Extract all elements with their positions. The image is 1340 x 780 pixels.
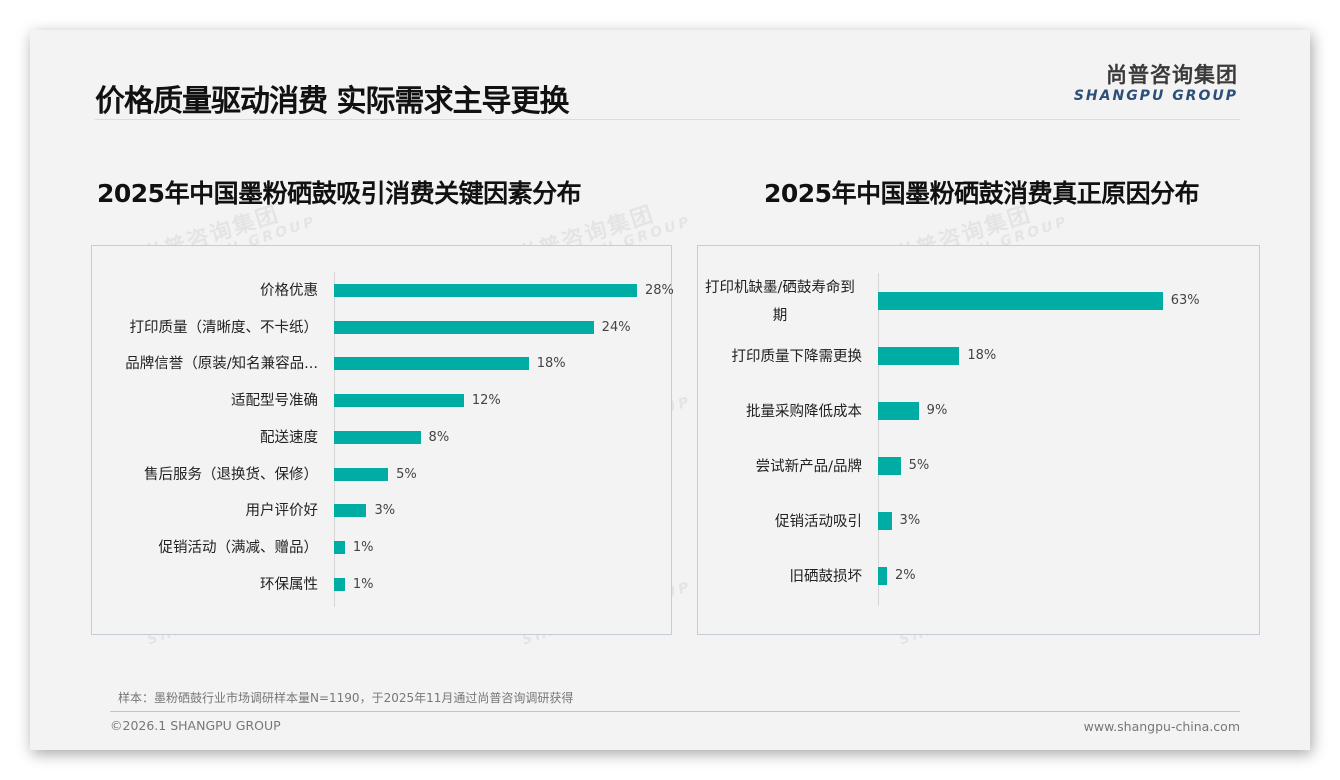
right-chart-axis [878,273,879,606]
chart-bar-row: 适配型号准确 12% [92,391,671,411]
bar [878,512,892,530]
category-label: 尝试新产品/品牌 [755,459,862,475]
bar [878,567,888,585]
value-label: 24% [601,319,631,335]
category-label: 适配型号准确 [231,393,318,410]
right-chart-panel: 打印机缺墨/硒鼓寿命到期 63% 打印质量下降需更换 18% 批量采购降低成本 9% 尝试新… [697,245,1260,635]
value-label: 12% [471,393,501,409]
chart-bar-row: 促销活动（满减、赠品） 1% [92,538,671,558]
value-label: 3% [899,513,921,528]
bar [334,320,594,334]
category-label: 售后服务（退换货、保修） [144,466,318,483]
bar [334,284,637,297]
category-label: 环保属性 [260,576,318,593]
logo-chinese: 尚普咨询集团 [1106,63,1238,87]
value-label: 8% [428,429,450,445]
category-label: 打印质量（清晰度、不卡纸） [129,319,319,336]
category-label: 价格优惠 [260,283,318,299]
title-divider [95,119,1240,120]
value-label: 1% [352,539,374,555]
bar [878,402,919,420]
value-label: 63% [1170,293,1200,308]
category-label: 配送速度 [260,429,318,446]
chart-bar-row: 环保属性 1% [92,575,671,595]
chart-bar-row: 批量采购降低成本 9% [698,402,1259,422]
chart-bar-row: 打印机缺墨/硒鼓寿命到期 63% [698,280,1259,324]
bar [334,394,464,408]
left-chart-panel: 价格优惠 28% 打印质量（清晰度、不卡纸） 24% 品牌信誉（原装/知名兼容品... 1… [91,245,674,635]
page-title: 价格质量驱动消费 实际需求主导更换 [95,84,569,119]
chart-bar-row: 促销活动吸引 3% [698,512,1259,532]
category-label: 打印质量下降需更换 [731,349,863,365]
bar [334,430,421,444]
slide: 价格质量驱动消费 实际需求主导更换 尚普咨询集团 SHANGPU GROUP 尚… [30,30,1310,750]
chart-bar-row: 打印质量下降需更换 18% [698,347,1259,367]
value-label: 18% [536,356,566,372]
company-logo: 尚普咨询集团 SHANGPU GROUP [1074,62,1238,104]
bar [334,577,345,591]
category-label: 打印机缺墨/硒鼓寿命到期 [705,280,855,324]
value-label: 5% [908,458,930,473]
bar [334,504,367,518]
chart-bar-row: 品牌信誉（原装/知名兼容品... 18% [92,354,671,374]
left-chart-title: 2025年中国墨粉硒鼓吸引消费关键因素分布 [97,179,582,208]
value-label: 1% [352,576,374,592]
category-label: 品牌信誉（原装/知名兼容品... [125,356,318,373]
chart-bar-row: 打印质量（清晰度、不卡纸） 24% [92,318,671,338]
chart-bar-row: 配送速度 8% [92,428,671,448]
footer-divider [110,711,1240,712]
category-label: 旧硒鼓损坏 [789,569,863,585]
value-label: 9% [926,403,948,418]
right-chart-title: 2025年中国墨粉硒鼓消费真正原因分布 [764,179,1200,208]
value-label: 5% [396,466,417,482]
chart-bar-row: 售后服务（退换货、保修） 5% [92,465,671,485]
source-note: 样本：墨粉硒鼓行业市场调研样本量N=1190，于2025年11月通过尚普咨询调研… [118,691,574,705]
bar [878,457,901,475]
value-label: 28% [644,283,674,298]
chart-bar-row: 用户评价好 3% [92,501,671,521]
bar [334,357,529,371]
chart-bar-row: 尝试新产品/品牌 5% [698,457,1259,477]
category-label: 用户评价好 [245,503,319,520]
footer-website: www.shangpu-china.com [1083,719,1240,734]
bar [878,292,1163,310]
logo-english: SHANGPU GROUP [1073,88,1238,104]
category-label: 促销活动（满减、赠品） [158,539,319,556]
value-label: 2% [895,568,916,583]
chart-bar-row: 价格优惠 28% [92,281,674,301]
bar [334,467,389,481]
bar [878,347,960,365]
bar [334,540,345,554]
category-label: 促销活动吸引 [775,514,862,530]
value-label: 3% [374,503,396,519]
value-label: 18% [967,348,997,363]
chart-bar-row: 旧硒鼓损坏 2% [698,567,1259,587]
footer-copyright: ©2026.1 SHANGPU GROUP [110,718,281,733]
category-label: 批量采购降低成本 [746,404,862,420]
